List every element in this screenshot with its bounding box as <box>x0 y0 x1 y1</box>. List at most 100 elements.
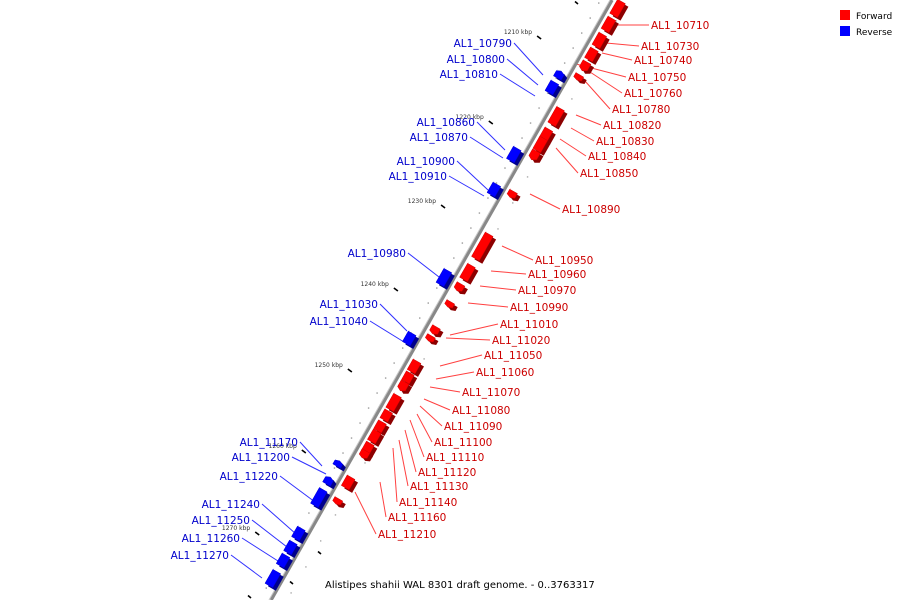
reverse-gene <box>310 487 328 508</box>
gene-highlight <box>361 439 368 451</box>
leader-line <box>513 42 544 76</box>
forward-gene-label: AL1_11050 <box>484 350 542 362</box>
leader-line <box>407 252 440 278</box>
tick-label: 1240 kbp <box>361 281 389 288</box>
forward-gene <box>373 419 387 434</box>
backbone-dot <box>495 182 498 184</box>
legend-swatch-reverse <box>840 26 850 36</box>
reverse-gene <box>264 569 282 589</box>
forward-gene-label: AL1_10840 <box>588 151 646 163</box>
forward-gene-label: AL1_10890 <box>562 204 620 216</box>
forward-gene-label: AL1_10830 <box>596 136 654 148</box>
leader-line <box>476 121 506 151</box>
leader-line <box>435 371 475 380</box>
gene-highlight <box>310 486 321 504</box>
tick-label: 1210 kbp <box>504 29 532 36</box>
gene-highlight <box>425 332 430 338</box>
forward-gene-label: AL1_10750 <box>628 72 686 84</box>
leader-line <box>429 386 461 393</box>
leader-line <box>419 405 443 427</box>
leader-line <box>423 398 451 411</box>
gene-highlight <box>532 134 542 149</box>
reverse-gene-label: AL1_11220 <box>220 471 278 483</box>
reverse-gene <box>435 268 453 288</box>
reverse-gene-label: AL1_10900 <box>397 156 455 168</box>
forward-gene <box>584 46 599 63</box>
forward-gene <box>506 188 518 199</box>
gene-highlight <box>487 180 495 193</box>
reverse-gene-label: AL1_11270 <box>171 550 229 562</box>
forward-gene <box>401 370 415 385</box>
tick-mark <box>536 35 542 40</box>
reverse-gene <box>291 525 306 542</box>
leader-line <box>445 337 491 341</box>
leader-line <box>499 73 536 97</box>
gene-highlight <box>459 261 470 278</box>
leader-line <box>404 429 417 473</box>
gene-highlight <box>359 447 364 454</box>
forward-gene <box>385 392 402 412</box>
backbone-dot <box>555 77 557 79</box>
leader-line <box>392 447 398 503</box>
forward-gene-label: AL1_11120 <box>418 467 476 479</box>
forward-gene-label: AL1_11100 <box>434 437 492 449</box>
gene-highlight <box>601 14 610 29</box>
gene-highlight <box>444 298 449 304</box>
leader-lines <box>230 24 649 579</box>
gene-highlight <box>545 78 553 91</box>
forward-gene-label: AL1_11020 <box>492 335 550 347</box>
forward-gene-label: AL1_11160 <box>388 512 446 524</box>
gene-highlight <box>407 357 415 370</box>
backbone-dot <box>265 587 267 589</box>
forward-gene-label: AL1_10760 <box>624 88 682 100</box>
forward-gene-label: AL1_10970 <box>518 285 576 297</box>
gene-highlight <box>322 475 328 482</box>
backbone-dot <box>367 407 370 409</box>
forward-gene <box>609 0 626 18</box>
leader-line <box>601 52 633 61</box>
backbone-dot <box>504 167 506 169</box>
leader-line <box>241 537 279 562</box>
leader-line <box>506 58 539 86</box>
leader-line <box>501 245 534 261</box>
backbone-dot <box>290 592 292 594</box>
backbone-dot <box>563 62 566 64</box>
backbone-dot <box>572 47 574 49</box>
forward-gene <box>600 15 617 34</box>
backbone-dot <box>436 287 438 289</box>
legend: Forward Reverse <box>840 10 893 38</box>
reverse-gene-label: AL1_11250 <box>192 515 250 527</box>
forward-gene-label: AL1_10730 <box>641 41 699 53</box>
gene-highlight <box>373 418 380 429</box>
leader-line <box>448 175 485 197</box>
gene-highlight <box>332 495 337 501</box>
reverse-gene-label: AL1_10910 <box>389 171 447 183</box>
tick-mark <box>347 368 353 373</box>
backbone-dot <box>419 317 421 319</box>
forward-gene <box>532 135 548 154</box>
reverse-gene <box>486 181 502 198</box>
forward-gene <box>459 262 476 282</box>
gene-highlight <box>291 524 299 537</box>
backbone-dot <box>393 362 395 364</box>
forward-gene-label: AL1_10950 <box>535 255 593 267</box>
reverse-gene-label: AL1_11040 <box>310 316 368 328</box>
backbone-dot <box>478 212 481 214</box>
forward-gene-label: AL1_11140 <box>399 497 457 509</box>
leader-line <box>279 475 316 503</box>
leader-line <box>467 302 509 308</box>
tick-mark <box>317 550 322 555</box>
gene-highlight <box>507 187 512 194</box>
forward-gene <box>547 106 565 127</box>
reverse-gene <box>553 70 565 81</box>
gene-highlight <box>584 45 592 58</box>
reverse-gene <box>332 459 344 469</box>
backbone-dot <box>589 17 591 19</box>
leader-line <box>456 160 489 191</box>
backbone-dot <box>581 32 583 34</box>
reverse-gene-label: AL1_10860 <box>417 117 475 129</box>
backbone-dot <box>526 176 529 178</box>
backbone-dot <box>401 347 404 349</box>
gene-highlight <box>579 58 585 67</box>
